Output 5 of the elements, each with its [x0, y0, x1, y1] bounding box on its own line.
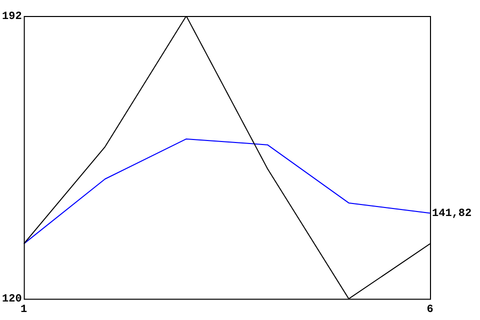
y-tick-label: 192: [2, 10, 22, 23]
annotation: 141,82: [432, 208, 472, 220]
y-tick-label: 120: [2, 294, 22, 306]
x-tick-label: 1: [20, 304, 28, 316]
x-tick-label: 6: [426, 304, 434, 316]
